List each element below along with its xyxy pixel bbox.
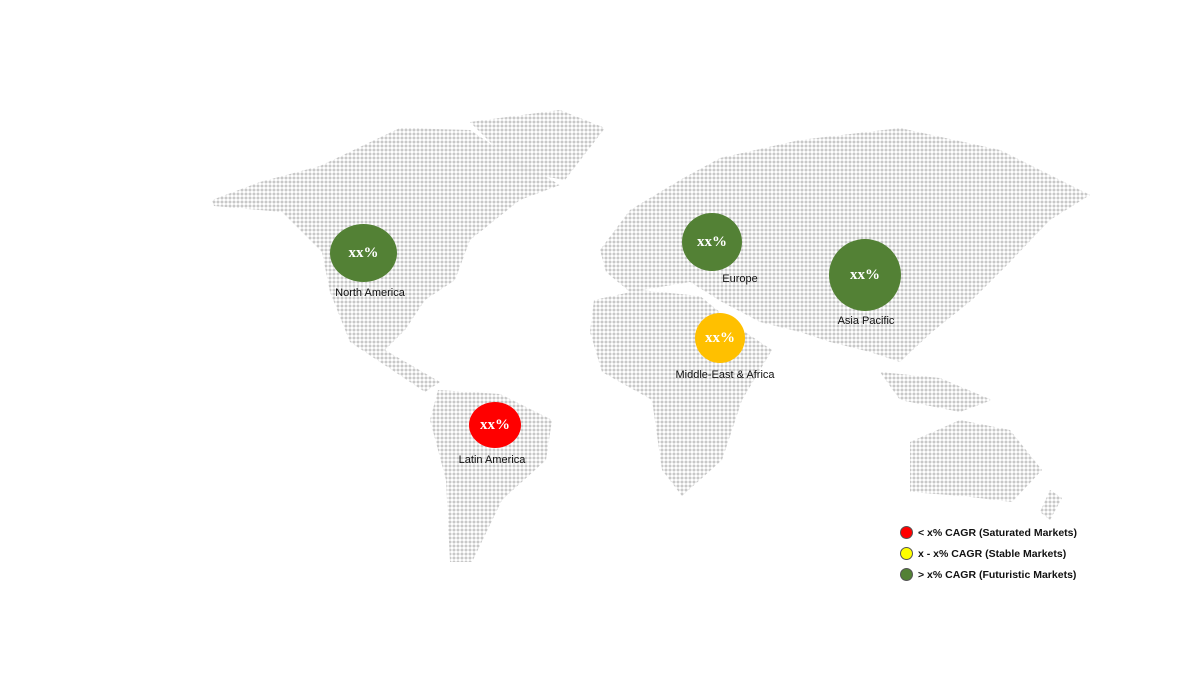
- bubble-europe[interactable]: xx%: [682, 213, 742, 271]
- bubble-middle-east-africa[interactable]: xx%: [695, 313, 745, 363]
- legend-label: < x% CAGR (Saturated Markets): [918, 526, 1078, 539]
- legend-item-stable: x - x% CAGR (Stable Markets): [900, 543, 1077, 564]
- new-zealand-landmass: [1040, 490, 1062, 520]
- africa-landmass: [590, 290, 772, 496]
- label-latin-america: Latin America: [458, 454, 526, 466]
- label-europe: Europe: [722, 273, 758, 285]
- legend: < x% CAGR (Saturated Markets) x - x% CAG…: [900, 522, 1077, 585]
- green-dot-icon: [900, 568, 913, 581]
- label-middle-east-africa: Middle-East & Africa: [675, 369, 775, 381]
- bubble-latin-america[interactable]: xx%: [469, 402, 521, 448]
- red-dot-icon: [900, 526, 913, 539]
- yellow-dot-icon: [900, 547, 913, 560]
- legend-item-saturated: < x% CAGR (Saturated Markets): [900, 522, 1077, 543]
- south-america-landmass: [430, 390, 552, 562]
- australia-landmass: [910, 420, 1042, 502]
- legend-item-futuristic: > x% CAGR (Futuristic Markets): [900, 564, 1077, 585]
- legend-label: x - x% CAGR (Stable Markets): [918, 547, 1067, 560]
- label-asia-pacific: Asia Pacific: [837, 315, 895, 327]
- legend-label: > x% CAGR (Futuristic Markets): [918, 568, 1077, 581]
- label-north-america: North America: [335, 287, 405, 299]
- greenland-landmass: [470, 110, 605, 180]
- bubble-north-america[interactable]: xx%: [330, 224, 397, 282]
- southeast-asia-islands: [880, 372, 992, 412]
- bubble-asia-pacific[interactable]: xx%: [829, 239, 901, 311]
